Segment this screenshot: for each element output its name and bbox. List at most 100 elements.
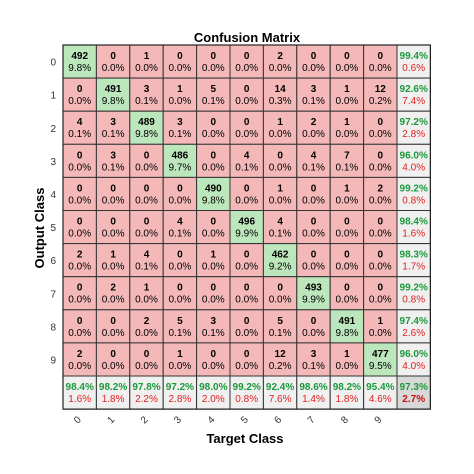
matrix-cell: 40.1%: [162, 210, 198, 245]
cell-count: 0: [244, 183, 250, 194]
matrix-cell: 00.0%: [296, 44, 331, 79]
cell-percent: 0.0%: [135, 328, 158, 339]
matrix-cell: 00.0%: [229, 44, 264, 79]
matrix-cell-bg: [229, 77, 264, 112]
matrix-cell: 00.0%: [95, 44, 131, 79]
column-summary-cell-secondary: 1.8%: [336, 394, 359, 405]
y-tick-label: 1: [50, 91, 56, 102]
cell-percent: 0.0%: [169, 195, 192, 206]
cell-count: 0: [311, 250, 317, 261]
matrix-cell: 00.0%: [129, 342, 164, 377]
matrix-cells: 4929.8%00.0%10.0%00.0%00.0%00.0%20.0%00.…: [62, 44, 431, 410]
row-summary-cell: 98.3%1.7%: [396, 243, 431, 278]
matrix-cell-bg: [196, 342, 231, 377]
matrix-cell-bg: [296, 309, 331, 344]
row-summary-cell-secondary: 4.0%: [402, 162, 425, 173]
cell-count: 0: [211, 283, 217, 294]
matrix-cell-bg: [329, 210, 365, 245]
cell-count: 0: [110, 217, 116, 228]
overall-accuracy-cell: 97.3%2.7%: [396, 375, 431, 410]
column-summary-cell-primary: 98.0%: [199, 382, 227, 393]
cell-count: 490: [205, 183, 222, 194]
row-summary-cell-bg: [396, 77, 431, 112]
cell-count: 2: [378, 183, 384, 194]
matrix-cell: 00.0%: [196, 342, 231, 377]
matrix-cell: 00.0%: [329, 243, 365, 278]
cell-percent: 9.8%: [202, 195, 225, 206]
matrix-cell: 10.0%: [162, 342, 198, 377]
row-summary-cell-primary: 99.4%: [400, 51, 428, 62]
matrix-cell: 30.1%: [95, 110, 131, 145]
row-summary-cell-primary: 99.2%: [400, 283, 428, 294]
row-summary-cell: 99.2%0.8%: [396, 176, 431, 211]
cell-percent: 0.1%: [302, 96, 325, 107]
cell-percent: 0.0%: [202, 162, 225, 173]
matrix-cell: 40.1%: [129, 243, 164, 278]
matrix-cell: 00.0%: [363, 243, 398, 278]
cell-count: 0: [77, 183, 83, 194]
matrix-cell-bg: [95, 276, 131, 311]
row-summary-cell-bg: [396, 342, 431, 377]
cell-percent: 0.0%: [135, 295, 158, 306]
matrix-cell: 00.0%: [162, 243, 198, 278]
matrix-cell-bg: [296, 176, 331, 211]
matrix-cell: 50.1%: [162, 309, 198, 344]
matrix-cell: 00.0%: [95, 309, 131, 344]
y-tick-label: 0: [50, 58, 56, 69]
x-tick-label: 9: [373, 414, 385, 426]
cell-percent: 9.7%: [169, 162, 192, 173]
cell-percent: 0.1%: [135, 262, 158, 273]
cell-count: 0: [110, 316, 116, 327]
column-summary-cell-secondary: 2.2%: [135, 394, 158, 405]
matrix-cell-bg: [229, 143, 264, 178]
cell-count: 1: [110, 250, 116, 261]
matrix-cell: 00.0%: [229, 176, 264, 211]
cell-count: 0: [211, 217, 217, 228]
cell-count: 0: [244, 316, 250, 327]
matrix-cell-bg: [262, 110, 298, 145]
matrix-cell: 10.0%: [329, 176, 365, 211]
matrix-cell: 00.0%: [229, 110, 264, 145]
cell-percent: 0.2%: [269, 361, 292, 372]
matrix-cell: 00.0%: [62, 309, 97, 344]
cell-percent: 0.0%: [102, 63, 125, 74]
matrix-cell: 10.0%: [95, 243, 131, 278]
cell-percent: 0.1%: [302, 162, 325, 173]
row-summary-cell-primary: 99.2%: [400, 183, 428, 194]
cell-percent: 0.1%: [269, 229, 292, 240]
matrix-cell-bg: [196, 176, 231, 211]
row-summary-cell-bg: [396, 143, 431, 178]
column-summary-cell: 98.6%1.4%: [296, 375, 331, 410]
column-summary-cell: 99.2%0.8%: [229, 375, 264, 410]
x-tick-label: 1: [105, 414, 117, 426]
matrix-cell-bg: [229, 342, 264, 377]
column-summary-cell-bg: [229, 375, 264, 410]
row-summary-cell: 92.6%7.4%: [396, 77, 431, 112]
matrix-cell-bg: [363, 176, 398, 211]
cell-percent: 0.0%: [235, 63, 258, 74]
overall-accuracy-cell-bg: [396, 375, 431, 410]
cell-percent: 0.0%: [235, 328, 258, 339]
cell-percent: 0.0%: [302, 229, 325, 240]
cell-count: 0: [311, 316, 317, 327]
cell-count: 0: [378, 250, 384, 261]
column-summary-cell-secondary: 1.6%: [68, 394, 91, 405]
matrix-cell: 20.0%: [296, 110, 331, 145]
cell-count: 477: [372, 349, 389, 360]
cell-count: 0: [177, 250, 183, 261]
cell-count: 4: [277, 217, 283, 228]
cell-count: 1: [277, 183, 283, 194]
cell-percent: 0.0%: [302, 129, 325, 140]
matrix-cell: 30.1%: [162, 110, 198, 145]
cell-count: 2: [277, 51, 283, 62]
cell-percent: 0.2%: [369, 96, 392, 107]
cell-percent: 0.0%: [235, 361, 258, 372]
cell-percent: 0.0%: [369, 162, 392, 173]
cell-count: 0: [177, 51, 183, 62]
cell-percent: 0.0%: [269, 129, 292, 140]
matrix-cell-bg: [95, 176, 131, 211]
cell-percent: 0.0%: [135, 63, 158, 74]
